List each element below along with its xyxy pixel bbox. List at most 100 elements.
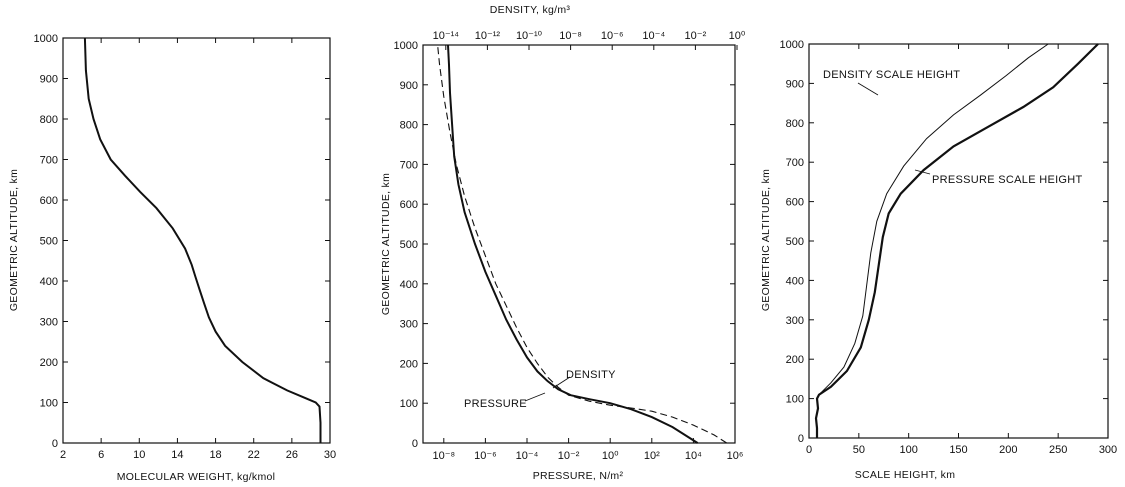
x-tick-label: 200: [999, 444, 1017, 456]
molecular-weight-line: [83, 37, 322, 443]
series-lines: [437, 44, 727, 444]
pressure-scale-height-line: [814, 43, 1099, 438]
y-axis: 0 100 200 300 400 500 600 700 800 900 1000: [394, 40, 735, 450]
x-axis: 2 6 10 14 18 22 26 30: [60, 38, 336, 461]
x-tick-label: 10⁶: [727, 450, 744, 462]
plot-frame: [422, 44, 736, 444]
x-axis-bottom: 10⁻⁸ 10⁻⁶ 10⁻⁴ 10⁻² 10⁰ 10² 10⁴ 10⁶: [432, 438, 743, 462]
y-tick-label: 0: [412, 438, 418, 450]
x-tick-label: 6: [98, 449, 104, 461]
x-tick-label-top: 10⁰: [729, 30, 746, 42]
plot-frame: [808, 43, 1109, 439]
x-tick-label-top: 10⁻⁶: [601, 30, 624, 42]
density-leader-line: [552, 376, 571, 389]
pressure-annotation: PRESSURE: [464, 398, 527, 410]
x-tick-label-top: 10⁻¹⁴: [433, 30, 460, 42]
y-tick-label: 800: [400, 120, 418, 132]
y-axis: 0 100 200 300 400 500 600 700 800 900 1000: [780, 39, 1108, 445]
x-tick-label: 14: [171, 449, 183, 461]
x-axis-top: 10⁻¹⁴ 10⁻¹² 10⁻¹⁰ 10⁻⁸ 10⁻⁶ 10⁻⁴ 10⁻² 10⁰: [433, 30, 746, 50]
pressure-scale-leader-line: [914, 169, 931, 175]
pressure-leader-line: [524, 392, 546, 402]
x-tick-label: 0: [806, 444, 812, 456]
series-lines: [83, 37, 322, 443]
x-tick-label-top: 10⁻⁴: [642, 30, 665, 42]
top-axis-label: DENSITY, kg/m³: [490, 4, 571, 16]
density-annotation: DENSITY: [566, 369, 616, 381]
y-tick-label: 600: [400, 199, 418, 211]
y-tick-label: 300: [400, 319, 418, 331]
y-tick-label: 700: [786, 157, 804, 169]
x-tick-label: 100: [899, 444, 917, 456]
y-tick-label: 500: [40, 236, 58, 248]
y-tick-label: 800: [786, 118, 804, 130]
y-tick-label: 0: [52, 438, 58, 450]
x-tick-label-top: 10⁻²: [685, 30, 707, 42]
x-tick-label-top: 10⁻¹²: [475, 30, 501, 42]
x-tick-label: 10⁻⁴: [516, 450, 539, 462]
x-axis: 0 50 100 150 200 250 300: [806, 44, 1117, 456]
y-tick-label: 1000: [394, 40, 418, 52]
density-scale-annotation: DENSITY SCALE HEIGHT: [823, 69, 960, 81]
y-axis-label: GEOMETRIC ALTITUDE, km: [8, 169, 20, 311]
x-tick-label: 150: [949, 444, 967, 456]
scale-height-panel: 0 100 200 300 400 500 600 700 800 900 1000 0 50 100 1…: [760, 39, 1117, 481]
y-tick-label: 500: [786, 236, 804, 248]
x-tick-label: 30: [324, 449, 336, 461]
x-tick-label: 10⁰: [602, 450, 619, 462]
y-tick-label: 900: [40, 74, 58, 86]
pressure-line: [447, 44, 699, 444]
pressure-scale-annotation: PRESSURE SCALE HEIGHT: [932, 174, 1083, 186]
x-tick-label: 2: [60, 449, 66, 461]
x-tick-label: 10²: [644, 450, 660, 462]
y-tick-label: 0: [798, 433, 804, 445]
y-tick-label: 300: [786, 315, 804, 327]
y-tick-label: 200: [400, 358, 418, 370]
y-tick-label: 900: [786, 78, 804, 90]
x-tick-label: 26: [286, 449, 298, 461]
x-tick-label: 300: [1099, 444, 1117, 456]
density-scale-leader-line: [857, 82, 879, 96]
y-tick-label: 300: [40, 317, 58, 329]
x-tick-label: 10⁻⁶: [474, 450, 497, 462]
x-tick-label: 50: [853, 444, 865, 456]
x-tick-label: 10⁻⁸: [432, 450, 455, 462]
density-line: [437, 44, 727, 444]
plot-frame: [62, 37, 331, 444]
y-tick-label: 100: [400, 398, 418, 410]
y-tick-label: 400: [786, 275, 804, 287]
x-axis-label: MOLECULAR WEIGHT, kg/kmol: [117, 471, 276, 483]
x-tick-label-top: 10⁻⁸: [559, 30, 582, 42]
y-tick-label: 900: [400, 80, 418, 92]
x-axis-label: SCALE HEIGHT, km: [855, 469, 955, 481]
y-tick-label: 700: [400, 159, 418, 171]
x-tick-label: 18: [209, 449, 221, 461]
y-tick-label: 200: [40, 357, 58, 369]
y-tick-label: 1000: [34, 33, 58, 45]
x-tick-label: 10⁴: [685, 450, 702, 462]
x-axis-label: PRESSURE, N/m²: [533, 470, 624, 482]
series-lines: [814, 43, 1099, 438]
y-tick-label: 100: [40, 398, 58, 410]
x-tick-label: 10⁻²: [558, 450, 580, 462]
y-tick-label: 600: [40, 195, 58, 207]
y-axis-label: GEOMETRIC ALTITUDE, km: [380, 173, 392, 315]
y-axis: 0 100 200 300 400 500 600 700 800 900 1000: [34, 33, 330, 450]
y-tick-label: 600: [786, 197, 804, 209]
y-tick-label: 1000: [780, 39, 804, 51]
y-tick-label: 400: [40, 276, 58, 288]
y-tick-label: 200: [786, 354, 804, 366]
y-tick-label: 500: [400, 239, 418, 251]
x-tick-label: 22: [248, 449, 260, 461]
y-axis-label: GEOMETRIC ALTITUDE, km: [760, 169, 772, 311]
y-tick-label: 800: [40, 114, 58, 126]
x-tick-label-top: 10⁻¹⁰: [516, 30, 543, 42]
x-tick-label: 10: [133, 449, 145, 461]
density-scale-height-line: [818, 43, 1049, 396]
y-tick-label: 100: [786, 394, 804, 406]
y-tick-label: 700: [40, 155, 58, 167]
y-tick-label: 400: [400, 279, 418, 291]
